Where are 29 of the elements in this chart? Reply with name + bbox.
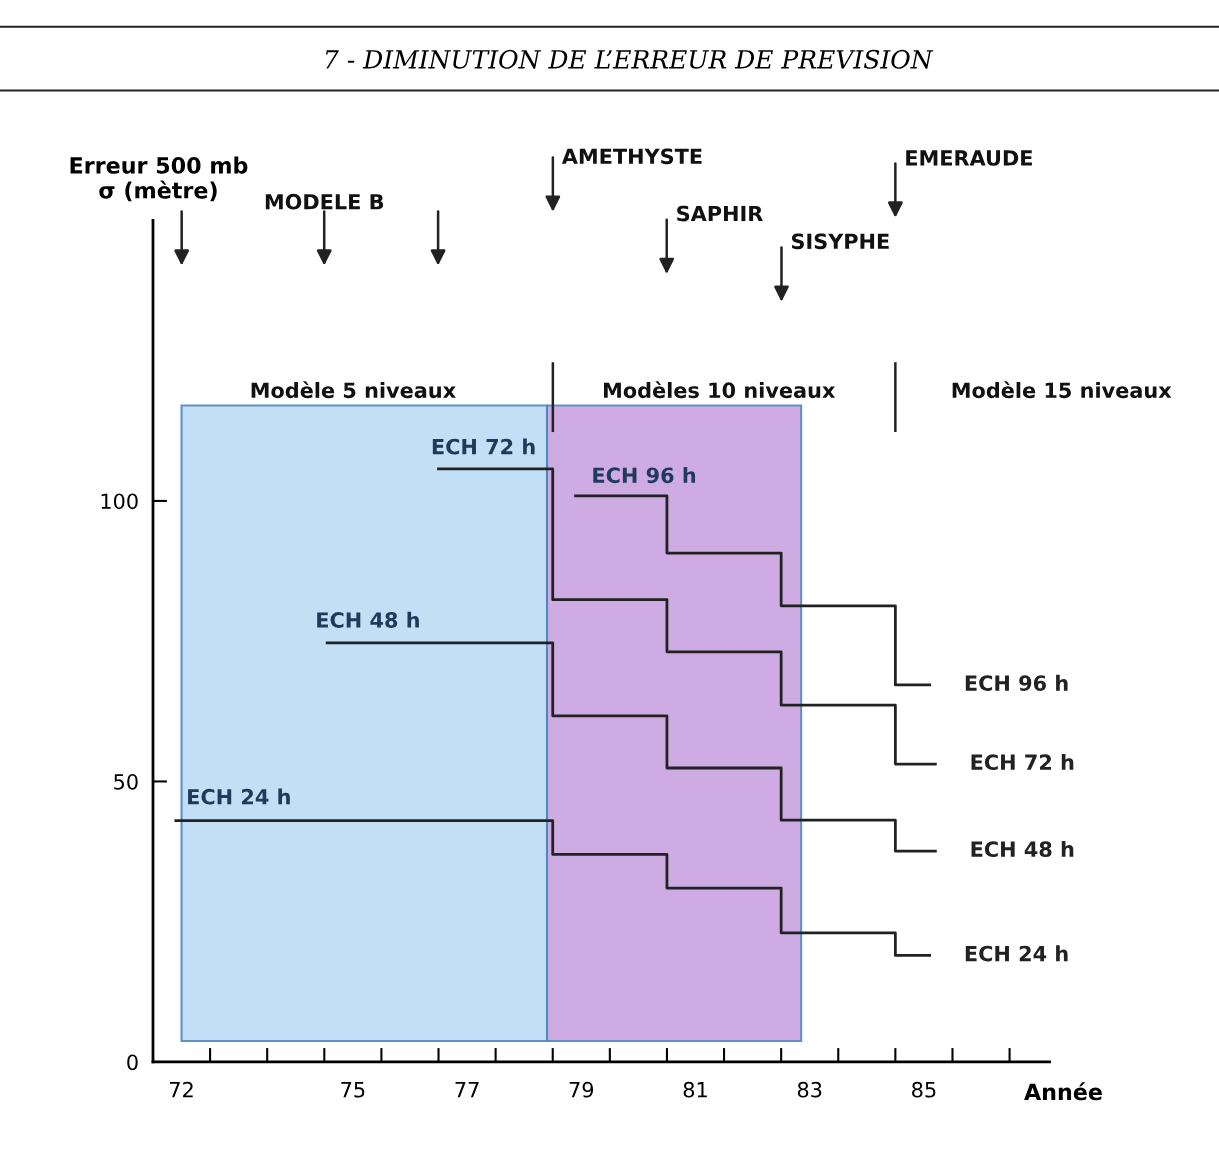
annotation: SISYPHE xyxy=(791,233,889,250)
x-tick-label: 77 xyxy=(455,1082,479,1098)
annotation: ECH 48 h xyxy=(317,611,419,628)
text: MODELE B xyxy=(265,193,384,210)
y-tick-label: 100 xyxy=(101,493,138,510)
annotation: Modèles 10 niveaux xyxy=(604,381,836,399)
text: AMETHYSTE xyxy=(561,148,702,165)
annotation: ECH 96 h xyxy=(593,467,696,484)
series-label: ECH 72 h xyxy=(971,753,1074,771)
y-tick-label: 0 xyxy=(127,1054,138,1071)
x-tick-label: 72 xyxy=(169,1081,193,1098)
text: EMERAUDE xyxy=(906,150,1032,166)
annotation: ECH 24 h xyxy=(188,788,290,805)
x-tick-label: 85 xyxy=(912,1081,936,1098)
x-axis-title: Année xyxy=(1024,1082,1102,1101)
x-tick-label: 83 xyxy=(797,1081,822,1098)
annotation: ECH 72 h xyxy=(432,438,535,455)
annotation: SAPHIR xyxy=(677,205,763,222)
annotation: Modèle 15 niveaux xyxy=(952,381,1172,399)
series-label: ECH 48 h xyxy=(971,840,1074,858)
chart-title: 7 - DIMINUTION DE L’ERREUR DE PREVISION xyxy=(326,49,934,69)
series-label: ECH 96 h xyxy=(965,674,1068,691)
annotation: Modèle 5 niveaux xyxy=(251,381,456,399)
x-tick-label: 81 xyxy=(683,1081,707,1098)
x-tick-label: 79 xyxy=(569,1081,594,1098)
x-tick-label: 75 xyxy=(341,1082,365,1098)
y-axis-title: Erreur 500 mb σ (mètre) xyxy=(70,156,248,202)
series-label: ECH 24 h xyxy=(965,945,1068,962)
y-tick-label: 50 xyxy=(114,773,138,790)
